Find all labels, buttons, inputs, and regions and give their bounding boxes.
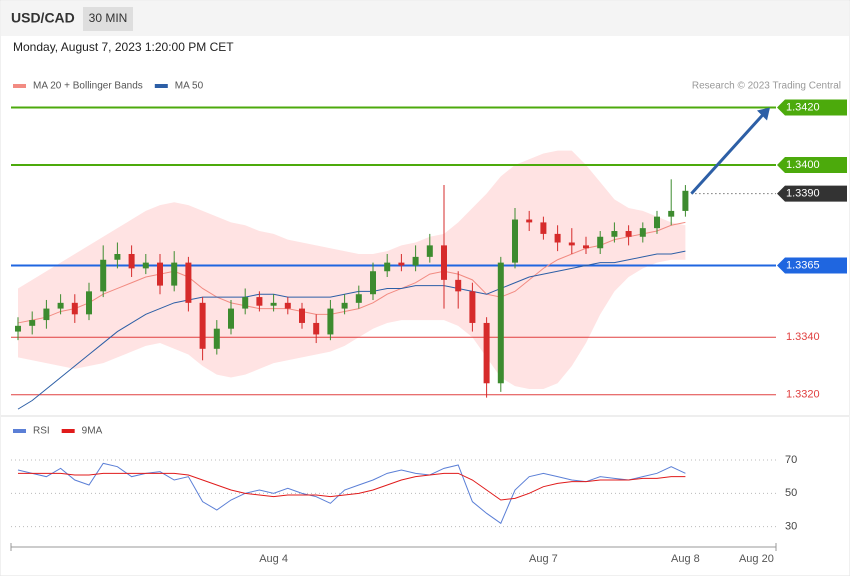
candle-body — [171, 262, 178, 286]
level-label: 1.3320 — [786, 389, 820, 401]
header-bar — [1, 1, 849, 36]
candle-body — [142, 262, 149, 269]
candle-body — [270, 302, 277, 306]
candle-body — [526, 219, 533, 223]
legend-label: MA 50 — [175, 81, 204, 92]
candle-body — [100, 259, 107, 292]
candle-body — [512, 219, 518, 263]
candle-body — [384, 262, 391, 272]
rsi-line — [18, 472, 686, 501]
candle-body — [313, 322, 320, 335]
candle-body — [583, 245, 589, 249]
legend-swatch — [61, 429, 75, 433]
datetime: Monday, August 7, 2023 1:20:00 PM CET — [13, 40, 234, 54]
level-label: 1.3390 — [786, 188, 820, 200]
candle-body — [43, 308, 50, 321]
bollinger-band — [18, 150, 686, 390]
legend-swatch — [154, 84, 168, 88]
candle-body — [284, 302, 291, 309]
candle-body — [426, 245, 433, 257]
candle-body — [29, 320, 36, 326]
candle-body — [199, 302, 206, 349]
candle-body — [568, 242, 575, 246]
candle-body — [128, 254, 135, 269]
timeframe: 30 MIN — [89, 11, 128, 25]
candle-body — [483, 322, 490, 384]
symbol: USD/CAD — [11, 10, 75, 26]
candle-body — [213, 328, 220, 349]
candle-body — [370, 271, 376, 295]
legend-label: 9MA — [82, 426, 103, 437]
level-label: 1.3340 — [786, 331, 820, 343]
candle-body — [668, 210, 675, 217]
candle-body — [639, 228, 646, 237]
candle-body — [540, 222, 547, 234]
candle-body — [412, 256, 419, 266]
candle-body — [597, 236, 604, 249]
candle-body — [455, 279, 462, 292]
legend-label: MA 20 + Bollinger Bands — [33, 81, 143, 92]
candle-body — [682, 190, 689, 211]
x-tick-label: Aug 7 — [529, 553, 558, 565]
projection-arrow — [690, 112, 766, 195]
candle-body — [497, 262, 504, 384]
level-label: 1.3400 — [786, 159, 820, 171]
level-label: 1.3420 — [786, 101, 820, 113]
candle-body — [86, 291, 92, 315]
candle-body — [185, 262, 192, 303]
candle-body — [398, 262, 405, 266]
candle-body — [242, 297, 249, 309]
level-label-box — [777, 99, 847, 116]
candle-body — [554, 233, 561, 243]
candle-body — [71, 302, 78, 315]
candle-body — [15, 325, 21, 332]
level-label-box — [777, 156, 847, 173]
legend-swatch — [13, 429, 26, 433]
candle-body — [469, 291, 476, 323]
candle-body — [57, 302, 64, 309]
legend-label: RSI — [33, 426, 50, 437]
candle-body — [157, 262, 163, 286]
x-tick-label: Aug 4 — [259, 553, 288, 565]
ma-line — [17, 250, 686, 410]
timeframe-badge — [83, 7, 133, 31]
level-label-box — [777, 257, 847, 274]
candle-body — [256, 297, 263, 306]
level-label: 1.3365 — [786, 259, 820, 271]
y-tick-label: 70 — [785, 454, 797, 466]
candle-body — [228, 308, 234, 329]
candle-body — [355, 294, 362, 303]
ma-line — [17, 221, 686, 324]
candle-body — [611, 231, 618, 237]
candle-body — [327, 308, 334, 335]
x-tick-label: Aug 20 — [739, 553, 774, 565]
credit: Research © 2023 Trading Central — [692, 81, 841, 92]
candle-body — [625, 231, 632, 237]
legend-swatch — [13, 84, 26, 88]
x-tick-label: Aug 8 — [671, 553, 700, 565]
arrow-head — [757, 107, 770, 121]
candle-body — [299, 308, 305, 323]
candle-body — [441, 245, 447, 280]
candle-body — [654, 216, 660, 229]
candle-body — [114, 254, 121, 260]
y-tick-label: 50 — [785, 487, 797, 499]
y-tick-label: 30 — [785, 521, 797, 533]
rsi-line — [17, 462, 686, 525]
candle-body — [341, 302, 348, 309]
level-label-box — [777, 185, 847, 202]
